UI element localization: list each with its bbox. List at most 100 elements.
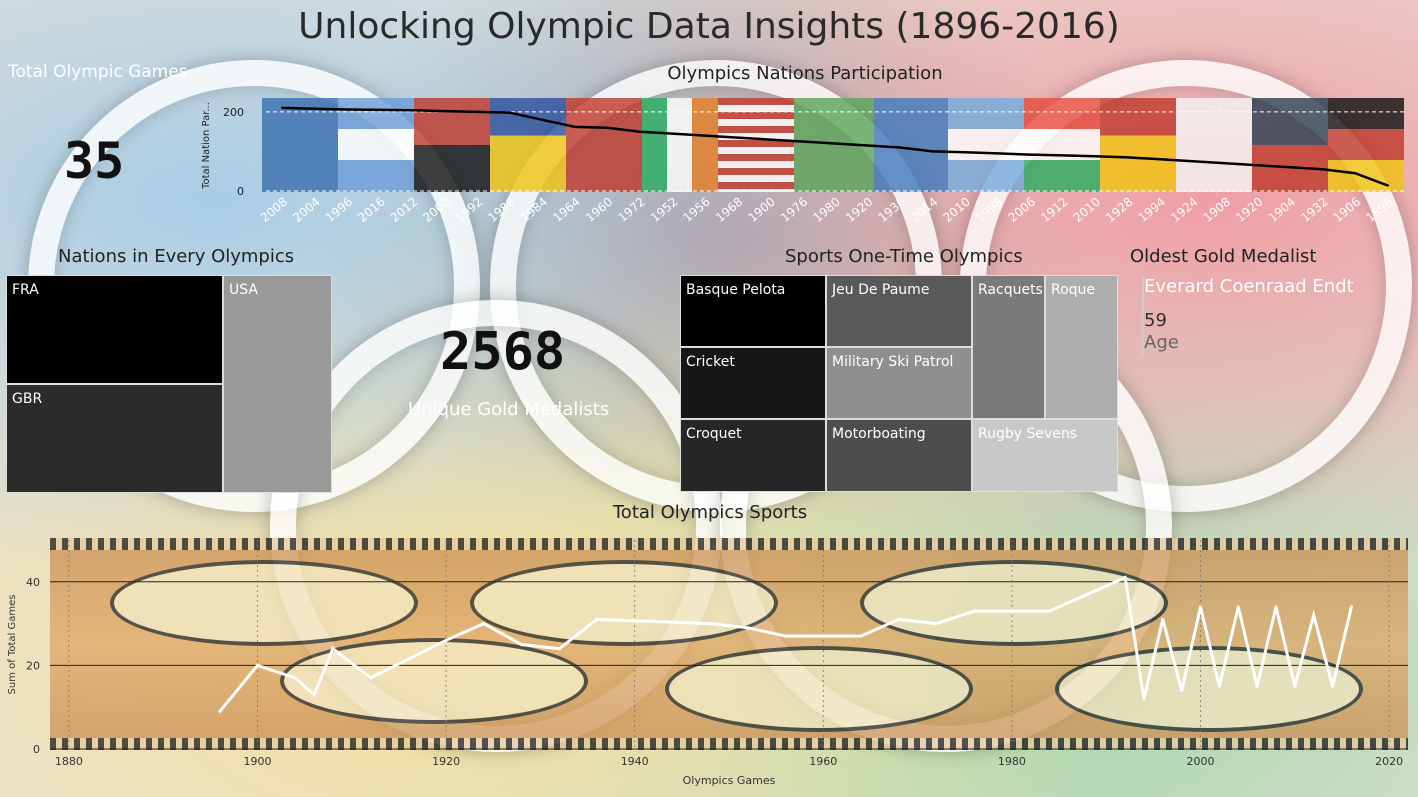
data-point: [1386, 184, 1389, 187]
x-tick-label: 2016: [355, 195, 387, 225]
tile-label: Racquets: [978, 282, 1043, 298]
data-point: [312, 693, 316, 697]
treemap-tile-basque-pelota[interactable]: Basque Pelota: [680, 275, 826, 347]
data-point: [768, 138, 772, 141]
data-point: [703, 134, 707, 137]
one-time-sports-title: Sports One-Time Olympics: [785, 246, 1023, 267]
x-tick-label: 1976: [778, 195, 810, 225]
x-tick-label: 1992: [453, 195, 485, 225]
sports-chart-background: [50, 538, 1408, 750]
data-point: [1048, 609, 1052, 613]
data-point: [801, 140, 804, 143]
x-tick-label: 1900: [746, 195, 778, 225]
tile-label: Basque Pelota: [686, 282, 786, 298]
treemap-tile-cricket[interactable]: Cricket: [680, 347, 826, 419]
oldest-gold-title: Oldest Gold Medalist: [1130, 246, 1317, 267]
data-point: [866, 144, 869, 147]
data-point: [444, 638, 448, 642]
data-point: [1331, 684, 1335, 688]
data-point: [557, 647, 561, 651]
data-point: [255, 663, 259, 667]
data-point: [1126, 156, 1129, 159]
treemap-tile-jeu-de-paume[interactable]: Jeu De Paume: [826, 275, 972, 347]
y-tick-label: 40: [26, 576, 40, 589]
x-tick-label: 2020: [1375, 755, 1403, 768]
tile-label: Rugby Sevens: [978, 426, 1078, 442]
x-tick-label: 1952: [648, 195, 680, 225]
data-point: [520, 643, 524, 646]
x-tick-label: 1984: [518, 195, 550, 225]
unique-gold-card[interactable]: 2568 Unique Gold Medalists: [380, 320, 670, 430]
data-point: [1312, 613, 1316, 617]
oldest-gold-card[interactable]: Everard Coenraad Endt 59 Age: [1142, 276, 1414, 356]
tile-label: GBR: [12, 391, 43, 407]
data-point: [1293, 684, 1297, 688]
oldest-gold-age-label: Age: [1144, 332, 1179, 353]
data-point: [1349, 605, 1353, 609]
total-games-card[interactable]: Total Olympic Games 35: [8, 62, 228, 222]
data-point: [972, 609, 976, 613]
total-games-label: Total Olympic Games: [8, 62, 188, 82]
treemap-tile-motorboating[interactable]: Motorboating: [826, 419, 972, 492]
data-point: [411, 109, 414, 112]
total-games-value: 35: [64, 132, 125, 190]
data-point: [476, 110, 479, 114]
treemap-tile-racquets[interactable]: Racquets: [972, 275, 1045, 419]
data-point: [1321, 168, 1324, 171]
treemap-tile-roque[interactable]: Roque: [1045, 275, 1118, 419]
treemap-tile-fra[interactable]: FRA: [6, 275, 223, 384]
data-point: [1223, 162, 1227, 165]
data-point: [638, 130, 642, 133]
one-time-sports-treemap[interactable]: Basque Pelota Jeu De Paume Racquets Roqu…: [680, 275, 1118, 492]
data-point: [1191, 160, 1194, 163]
data-point: [1010, 609, 1014, 613]
data-point: [746, 626, 750, 630]
y-axis-label: Total Nation Par...: [201, 102, 212, 190]
tile-label: Motorboating: [832, 426, 926, 442]
data-point: [378, 108, 381, 112]
data-point: [573, 125, 577, 129]
data-point: [1274, 605, 1278, 609]
total-sports-chart[interactable]: 0 20 40 1880 1900 1920 1940 1960 1980 2000 2020 Oly…: [0, 530, 1418, 792]
data-point: [934, 622, 938, 626]
treemap-tile-croquet[interactable]: Croquet: [680, 419, 826, 492]
data-point: [1255, 684, 1259, 688]
tile-label: Roque: [1051, 282, 1096, 298]
x-tick-label: 1964: [550, 195, 582, 225]
data-point: [833, 142, 837, 145]
x-tick-label: 1920: [432, 755, 460, 768]
x-tick-label: 2006: [1006, 195, 1038, 225]
nations-every-treemap[interactable]: FRA GBR USA: [6, 275, 332, 493]
total-sports-title: Total Olympics Sports: [612, 502, 808, 523]
x-tick-label: 1924: [1168, 195, 1200, 225]
data-point: [671, 132, 674, 135]
x-tick-label: 1904: [1266, 195, 1298, 225]
treemap-tile-gbr[interactable]: GBR: [6, 384, 223, 493]
y-axis-label: Sum of Total Games: [7, 595, 18, 695]
nations-participation-title: Olympics Nations Participation: [667, 63, 943, 84]
data-point: [1217, 684, 1221, 688]
data-point: [1199, 605, 1203, 609]
data-point: [541, 118, 544, 121]
x-axis-label: Olympics Games: [683, 774, 776, 787]
treemap-tile-usa[interactable]: USA: [223, 275, 332, 493]
x-tick-label: 1972: [615, 195, 647, 225]
series-line: [282, 106, 1389, 187]
data-point: [784, 634, 788, 638]
data-point: [331, 647, 335, 651]
nations-every-title: Nations in Every Olympics: [58, 246, 295, 267]
x-tick-label: 1932: [1298, 195, 1330, 225]
x-tick-label: 1960: [583, 195, 615, 225]
data-point: [1028, 153, 1032, 156]
treemap-tile-military-ski-patrol[interactable]: Military Ski Patrol: [826, 347, 972, 419]
x-tick-label: 2012: [388, 195, 420, 225]
data-point: [1158, 158, 1162, 161]
tile-label: USA: [229, 282, 258, 298]
data-point: [1180, 688, 1184, 692]
treemap-tile-rugby-sevens[interactable]: Rugby Sevens: [972, 419, 1118, 492]
data-point: [821, 634, 825, 638]
x-tick-label: 2008: [258, 195, 290, 225]
tile-label: Jeu De Paume: [832, 282, 930, 298]
x-tick-label: 1980: [998, 755, 1026, 768]
